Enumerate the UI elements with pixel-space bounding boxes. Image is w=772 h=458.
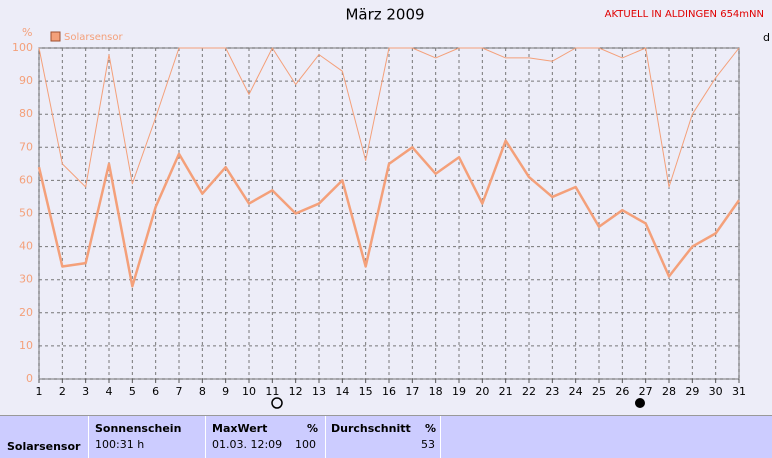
y-tick-label: 0 [26,372,33,385]
x-tick-label: 9 [222,385,229,398]
x-tick-label: 24 [569,385,583,398]
header-cell: % [425,422,437,435]
cell: 53 [421,438,435,451]
y-tick-label: 80 [19,107,33,120]
x-tick-label: 3 [82,385,89,398]
header-cell: MaxWert [212,422,268,435]
y-tick-label: 10 [19,339,33,352]
x-tick-label: 29 [685,385,699,398]
x-tick-label: 20 [475,385,489,398]
x-tick-label: 19 [452,385,466,398]
x-tick-label: 26 [615,385,629,398]
y-tick-label: 50 [19,207,33,220]
x-tick-label: 18 [429,385,443,398]
y2-axis-label: d [763,31,770,44]
y-tick-label: 20 [19,306,33,319]
header-cell: % [307,422,319,435]
x-tick-label: 14 [335,385,349,398]
header-cell: Durchschnitt [331,422,411,435]
x-tick-label: 11 [265,385,279,398]
header-cell: Sonnenschein [95,422,182,435]
x-tick-label: 22 [522,385,536,398]
x-tick-label: 13 [312,385,326,398]
y-axis-label: % [22,26,32,39]
x-tick-label: 31 [732,385,746,398]
x-tick-label: 16 [382,385,396,398]
x-tick-label: 25 [592,385,606,398]
y-tick-label: 30 [19,273,33,286]
cell: 100 [295,438,316,451]
divider [205,416,206,458]
y-tick-label: 40 [19,240,33,253]
x-tick-label: 28 [662,385,676,398]
legend-swatch [50,31,61,42]
y-tick-label: 70 [19,140,33,153]
cell: 01.03. 12:09 [212,438,283,451]
summary-table: Sonnenschein MaxWert % Durchschnitt % So… [0,415,772,458]
line [37,139,741,288]
chart: März 2009 AKTUELL IN ALDINGEN 654mNN % d… [12,6,770,409]
x-tick-label: 2 [59,385,66,398]
x-tick-label: 7 [176,385,183,398]
row-label: Solarsensor [7,440,81,453]
x-tick-label: 23 [545,385,559,398]
moon-icon [635,398,645,408]
banner: AKTUELL IN ALDINGEN 654mNN [605,9,764,20]
y-tick-label: 90 [19,74,33,87]
divider [440,416,441,458]
x-tick-label: 1 [36,385,43,398]
x-tick-label: 4 [106,385,113,398]
x-tick-label: 27 [639,385,653,398]
x-tick-label: 17 [405,385,419,398]
x-tick-label: 12 [289,385,303,398]
y-tick-label: 100 [12,41,33,54]
divider [88,416,89,458]
y-tick-label: 60 [19,173,33,186]
moon-icon [271,397,283,409]
x-tick-label: 8 [199,385,206,398]
line [38,47,740,188]
x-tick-label: 6 [152,385,159,398]
divider [325,416,326,458]
legend-label: Solarsensor [64,32,124,43]
x-tick-label: 30 [709,385,723,398]
x-tick-label: 15 [359,385,373,398]
cell: 100:31 h [95,438,145,451]
x-tick-label: 21 [499,385,513,398]
chart-title: März 2009 [345,6,424,24]
x-tick-label: 10 [242,385,256,398]
x-tick-label: 5 [129,385,136,398]
